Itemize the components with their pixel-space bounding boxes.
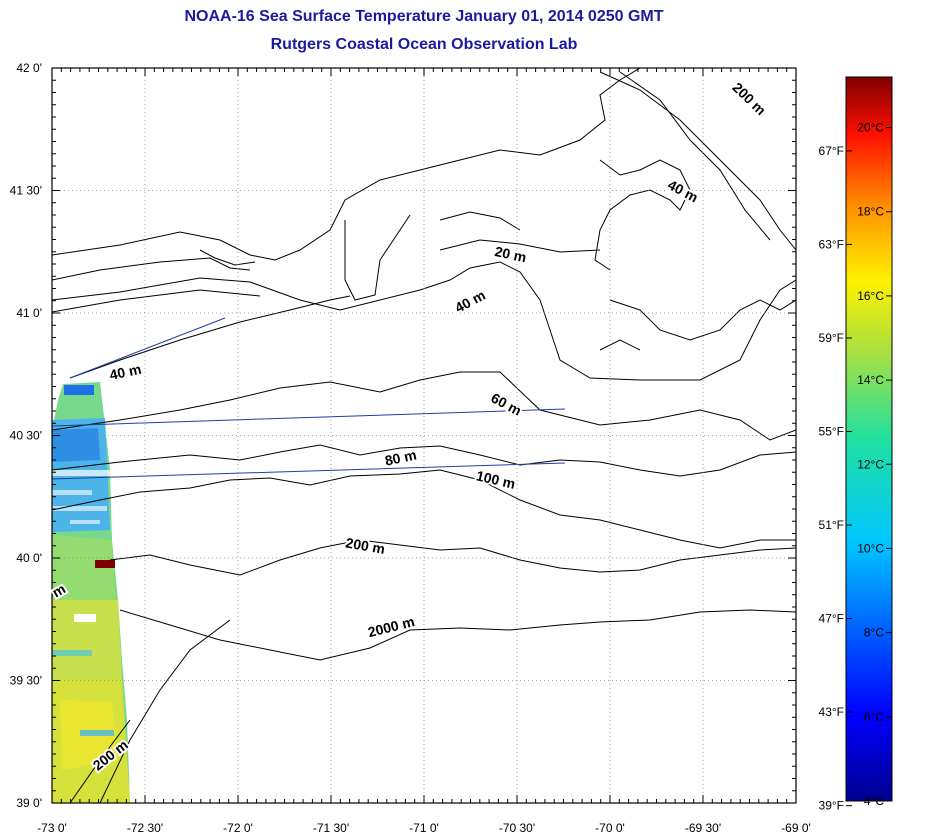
contour-20m: [439, 239, 601, 253]
contour-80m: [52, 444, 796, 477]
lat-tick-label: 39 0': [16, 796, 42, 810]
map-ticks: [51, 67, 797, 804]
colorbar-fahrenheit-labels: 67°F 63°F 59°F 55°F 51°F 47°F 43°F 39°F: [819, 144, 844, 813]
colorbar-fahrenheit-label: 55°F: [819, 425, 844, 439]
colorbar: [845, 76, 893, 802]
contour-label: 60 m: [488, 390, 524, 419]
contour-100m: [52, 469, 796, 549]
lat-tick-label: 41 0': [16, 306, 42, 320]
lon-tick-label: -72 30': [127, 821, 163, 835]
colorbar-celsius-label: 14°C: [857, 373, 884, 387]
map-title: NOAA-16 Sea Surface Temperature January …: [184, 8, 664, 25]
colorbar-fahrenheit-label: 39°F: [819, 799, 844, 813]
lon-tick-label: -71 30': [313, 821, 349, 835]
contour-label-halo: 20 m: [493, 243, 528, 265]
contour-label: 80 m: [383, 446, 418, 468]
contour-label: 20 m: [493, 243, 528, 265]
lon-tick-label: -72 0': [223, 821, 253, 835]
coastline: [52, 68, 796, 379]
colorbar-celsius-labels: 20°C 18°C 16°C 14°C 12°C 10°C 8°C 6°C 4°C: [857, 121, 884, 808]
contour-label-halo: 40 m: [108, 361, 143, 383]
colorbar-celsius-label: 16°C: [857, 289, 884, 303]
lon-tick-label: -71 0': [409, 821, 439, 835]
colorbar-fahrenheit-label: 67°F: [819, 144, 844, 158]
contour-south-2: [69, 719, 131, 803]
colorbar-fahrenheit-label: 63°F: [819, 237, 844, 251]
contour-200m-south: [99, 619, 231, 803]
colorbar-fahrenheit-label: 43°F: [819, 705, 844, 719]
colorbar-celsius-label: 18°C: [857, 205, 884, 219]
bathymetry-contours: [52, 71, 796, 803]
contour-200m-ne: [599, 71, 796, 251]
lat-tick-label: 40 0': [16, 551, 42, 565]
lon-tick-label: -69 30': [685, 821, 721, 835]
sst-satellite-swath: [52, 382, 130, 803]
lon-tick-label: -70 0': [595, 821, 625, 835]
contour-2000m: [119, 609, 796, 661]
lon-tick-label: -70 30': [499, 821, 535, 835]
contour-label: 200 m: [729, 79, 769, 118]
colorbar-celsius-label: 4°C: [864, 794, 884, 808]
colorbar-celsius-label: 20°C: [857, 121, 884, 135]
lat-tick-label: 40 30': [10, 429, 42, 443]
graticule-grid: [52, 68, 796, 803]
colorbar-celsius-label: 6°C: [864, 710, 884, 724]
contour-20m-west: [52, 289, 261, 313]
colorbar-fahrenheit-label: 47°F: [819, 612, 844, 626]
lat-tick-label: 41 30': [10, 184, 42, 198]
lon-tick-label: -73 0': [37, 821, 67, 835]
satellite-track-lines: [52, 317, 566, 480]
contour-40m: [52, 261, 796, 381]
longitude-labels: -73 0' -72 30' -72 0' -71 30' -71 0' -70 30' -…: [37, 821, 811, 835]
contour-label: 2000 m: [366, 613, 416, 640]
colorbar-celsius-label: 12°C: [857, 457, 884, 471]
contour-40m-ne: [619, 71, 771, 241]
colorbar-celsius-label: 10°C: [857, 541, 884, 555]
contour-label: 40 m: [108, 361, 143, 383]
contour-200m: [109, 539, 796, 576]
contour-label: 200 m: [344, 534, 386, 557]
contour-60m: [52, 371, 796, 441]
map-subtitle: Rutgers Coastal Ocean Observation Lab: [270, 36, 578, 53]
contour-label: 40 m: [452, 287, 488, 316]
colorbar-fahrenheit-label: 51°F: [819, 518, 844, 532]
colorbar-celsius-label: 8°C: [864, 626, 884, 640]
colorbar-fahrenheit-label: 59°F: [819, 331, 844, 345]
latitude-labels: 42 0' 41 30' 41 0' 40 30' 40 0' 39 30' 39 0': [10, 61, 42, 810]
lat-tick-label: 42 0': [16, 61, 42, 75]
lat-tick-label: 39 30': [10, 674, 42, 688]
colorbar-ticks: [846, 127, 892, 807]
lon-tick-label: -69 0': [781, 821, 811, 835]
